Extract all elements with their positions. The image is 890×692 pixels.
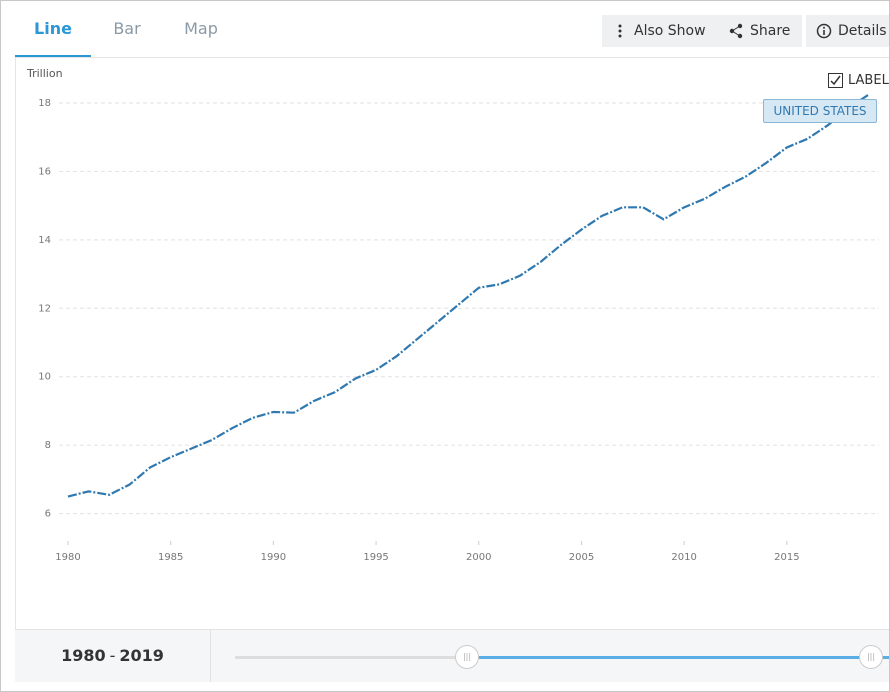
y-axis-label: Trillion <box>26 67 63 80</box>
chart: Trillion 6 8 10 12 14 16 18 1980 1985 1990 1995 2000… <box>26 67 879 563</box>
divider <box>15 57 889 58</box>
checkbox[interactable] <box>828 73 843 88</box>
x-tick-label: 1990 <box>261 552 286 563</box>
x-tick-label: 2010 <box>671 552 696 563</box>
series-label: UNITED STATES <box>763 99 877 123</box>
x-tick-label: 2000 <box>466 552 491 563</box>
icon <box>729 23 743 39</box>
x-tick-label: 1995 <box>363 552 388 563</box>
details-button[interactable]: Details <box>806 15 889 47</box>
y-tick-label: 10 <box>38 372 51 383</box>
share-button[interactable]: Share <box>718 15 803 47</box>
tab-map[interactable]: Map <box>184 19 218 38</box>
icon <box>618 24 622 38</box>
y-tick-label: 18 <box>38 98 51 109</box>
button-label: Share <box>750 23 791 39</box>
y-tick-label: 16 <box>38 166 51 177</box>
y-tick-label: 6 <box>45 509 51 520</box>
range-start: 1980 <box>61 646 106 665</box>
slider-handle[interactable]: ||| <box>859 645 883 669</box>
year-range: 1980-2019 <box>15 630 211 682</box>
y-tick-label: 14 <box>38 235 51 246</box>
check-icon <box>830 75 841 86</box>
y-tick-label: 12 <box>38 303 51 314</box>
also-show-button[interactable]: Also Show <box>602 15 718 47</box>
icon <box>816 23 832 39</box>
x-tick-label: 2005 <box>569 552 594 563</box>
x-tick-label: 1985 <box>158 552 183 563</box>
x-tick-label: 1980 <box>55 552 80 563</box>
footer: 1980-2019 ||| ||| <box>15 629 889 682</box>
label-checkbox[interactable]: LABEL <box>828 73 889 88</box>
range-end: 2019 <box>119 646 164 665</box>
tab-line[interactable]: Line <box>15 1 91 57</box>
slider-track[interactable]: ||| ||| <box>235 645 889 669</box>
data-line <box>67 93 870 498</box>
button-label: Details <box>838 23 887 39</box>
slider-fill <box>467 656 889 659</box>
button-label: Also Show <box>634 23 706 39</box>
slider-handle[interactable]: ||| <box>455 645 479 669</box>
y-tick-label: 8 <box>45 440 51 451</box>
divider <box>15 57 16 629</box>
range-separator: - <box>109 646 116 665</box>
tab-bar[interactable]: Bar <box>113 19 141 38</box>
checkbox-label: LABEL <box>848 73 889 88</box>
x-tick-label: 2015 <box>774 552 799 563</box>
